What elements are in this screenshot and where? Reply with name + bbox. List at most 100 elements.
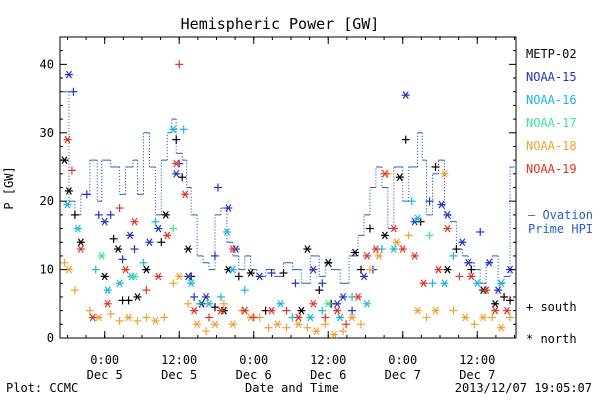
data-point xyxy=(114,245,123,253)
data-point xyxy=(449,306,458,315)
point-stroke xyxy=(444,211,451,219)
data-point xyxy=(458,238,467,247)
data-point xyxy=(500,292,509,301)
data-point xyxy=(190,306,199,315)
data-point xyxy=(73,224,82,233)
point-stroke xyxy=(492,299,499,308)
data-point xyxy=(318,306,327,315)
data-point xyxy=(124,296,133,305)
data-point xyxy=(461,313,470,322)
point-stroke xyxy=(206,299,213,308)
point-stroke xyxy=(310,265,317,274)
data-point xyxy=(202,327,211,336)
y-axis-label: P [GW] xyxy=(2,166,16,209)
point-stroke xyxy=(355,293,362,301)
data-point xyxy=(362,252,371,260)
point-stroke xyxy=(390,245,397,253)
point-stroke xyxy=(146,238,153,247)
point-stroke xyxy=(225,204,232,212)
data-point xyxy=(431,306,440,315)
data-point xyxy=(228,245,237,253)
data-point xyxy=(130,272,139,281)
data-point xyxy=(365,224,374,233)
point-stroke xyxy=(504,306,511,315)
data-point xyxy=(380,169,389,178)
point-stroke xyxy=(334,306,341,315)
data-point xyxy=(470,320,479,329)
data-point xyxy=(348,313,357,322)
point-stroke xyxy=(185,245,192,253)
point-stroke xyxy=(225,265,232,274)
data-point xyxy=(485,258,494,267)
y-tick-label: 0 xyxy=(47,331,54,345)
data-point xyxy=(106,210,115,219)
point-stroke xyxy=(131,217,138,226)
data-point xyxy=(100,217,109,226)
point-stroke xyxy=(435,265,442,274)
data-point xyxy=(118,255,127,264)
legend-entry: METP-02 xyxy=(526,47,577,61)
data-point xyxy=(351,248,360,257)
data-point xyxy=(333,306,342,315)
x-tick-time-label: 0:00 xyxy=(90,353,119,367)
point-stroke xyxy=(256,272,263,281)
x-tick-time-label: 0:00 xyxy=(388,353,417,367)
data-point xyxy=(333,299,342,308)
data-point xyxy=(371,245,380,253)
data-point xyxy=(374,252,383,260)
point-stroke xyxy=(173,159,180,168)
data-point xyxy=(452,245,461,254)
data-point xyxy=(67,166,76,175)
data-point xyxy=(389,224,398,233)
x-tick-date-label: Dec 7 xyxy=(385,368,421,382)
point-stroke xyxy=(393,238,400,247)
point-stroke xyxy=(131,272,138,281)
ovation-legend-label-2: Prime HPI xyxy=(528,222,593,236)
data-point xyxy=(354,293,363,301)
point-stroke xyxy=(375,252,382,260)
point-stroke xyxy=(164,231,171,240)
point-stroke xyxy=(115,245,122,253)
data-point xyxy=(115,316,124,325)
data-point xyxy=(222,228,231,236)
x-tick-date-label: Dec 5 xyxy=(87,368,123,382)
data-point xyxy=(497,323,506,332)
data-point xyxy=(160,313,169,322)
data-point xyxy=(63,200,72,209)
data-point xyxy=(178,173,187,182)
data-point xyxy=(324,299,333,308)
point-stroke xyxy=(444,265,451,274)
data-point xyxy=(380,231,389,240)
point-stroke xyxy=(486,258,493,267)
data-point xyxy=(440,169,449,178)
data-point xyxy=(210,320,219,329)
data-point xyxy=(88,313,97,322)
data-point xyxy=(169,224,178,233)
point-stroke xyxy=(155,272,162,281)
point-stroke xyxy=(125,313,132,322)
point-stroke xyxy=(241,306,248,315)
data-point xyxy=(357,320,366,329)
point-stroke xyxy=(441,169,448,178)
data-point xyxy=(70,210,79,219)
data-point xyxy=(175,272,184,281)
y-tick-label: 20 xyxy=(40,194,54,208)
data-point xyxy=(154,272,163,281)
data-point xyxy=(339,327,348,336)
data-point xyxy=(187,279,196,288)
chart-title: Hemispheric Power [GW] xyxy=(181,15,380,33)
data-point xyxy=(172,169,181,178)
point-stroke xyxy=(64,135,71,144)
data-point xyxy=(181,190,190,199)
data-point xyxy=(240,286,249,295)
data-point xyxy=(205,299,214,308)
data-point xyxy=(97,252,106,260)
point-stroke xyxy=(402,91,409,99)
data-point xyxy=(161,211,170,219)
point-stroke xyxy=(480,313,487,322)
point-stroke xyxy=(143,265,150,274)
point-stroke xyxy=(438,200,445,209)
data-point xyxy=(431,162,440,171)
